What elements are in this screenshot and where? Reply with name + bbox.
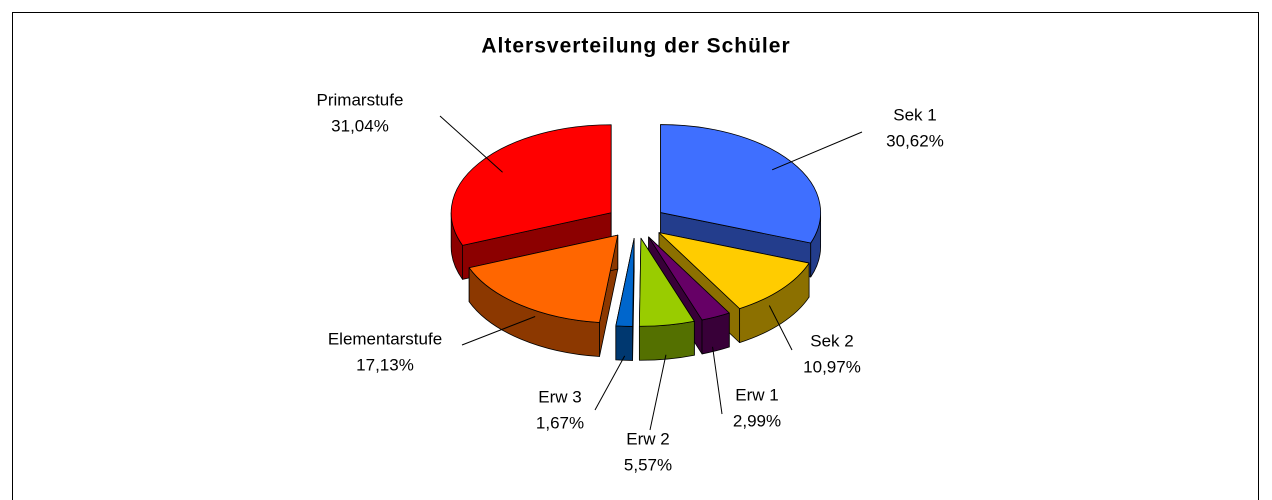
slice-top <box>468 234 619 323</box>
leader-line <box>461 316 536 346</box>
slice-wall <box>615 325 633 361</box>
slice-value-label: 17,13% <box>356 355 414 374</box>
leader-line <box>712 346 723 415</box>
leader-line <box>771 131 863 171</box>
slice-label: Elementarstufe <box>328 329 442 348</box>
slice-label: Erw 1 <box>735 385 778 404</box>
slice-wall <box>638 320 695 361</box>
slice-top <box>648 236 730 321</box>
chart-frame <box>12 12 1259 500</box>
slice-value-label: 31,04% <box>331 116 389 135</box>
slice-value-label: 1,67% <box>536 413 584 432</box>
slice-top <box>615 238 635 327</box>
slice-top <box>660 124 821 244</box>
leader-line <box>594 355 626 411</box>
leader-line <box>649 354 667 431</box>
leader-line <box>768 305 793 351</box>
slice-value-label: 30,62% <box>886 131 944 150</box>
slice-label: Sek 1 <box>893 105 936 124</box>
pie-slice <box>615 238 635 361</box>
slice-top <box>450 124 612 246</box>
slice-value-label: 5,57% <box>624 455 672 474</box>
pie-slice <box>468 234 619 357</box>
slice-value-label: 10,97% <box>803 357 861 376</box>
pie-slice <box>450 124 612 280</box>
leader-line <box>439 115 503 173</box>
chart-title: Altersverteilung der Schüler <box>481 35 790 58</box>
slice-label: Sek 2 <box>810 331 853 350</box>
slice-value-label: 2,99% <box>733 411 781 430</box>
slice-top <box>638 237 695 327</box>
pie-slice <box>638 237 695 361</box>
slice-top <box>658 232 810 310</box>
slice-label: Primarstufe <box>317 90 404 109</box>
slice-label: Erw 3 <box>538 387 581 406</box>
slice-label: Erw 2 <box>626 429 669 448</box>
